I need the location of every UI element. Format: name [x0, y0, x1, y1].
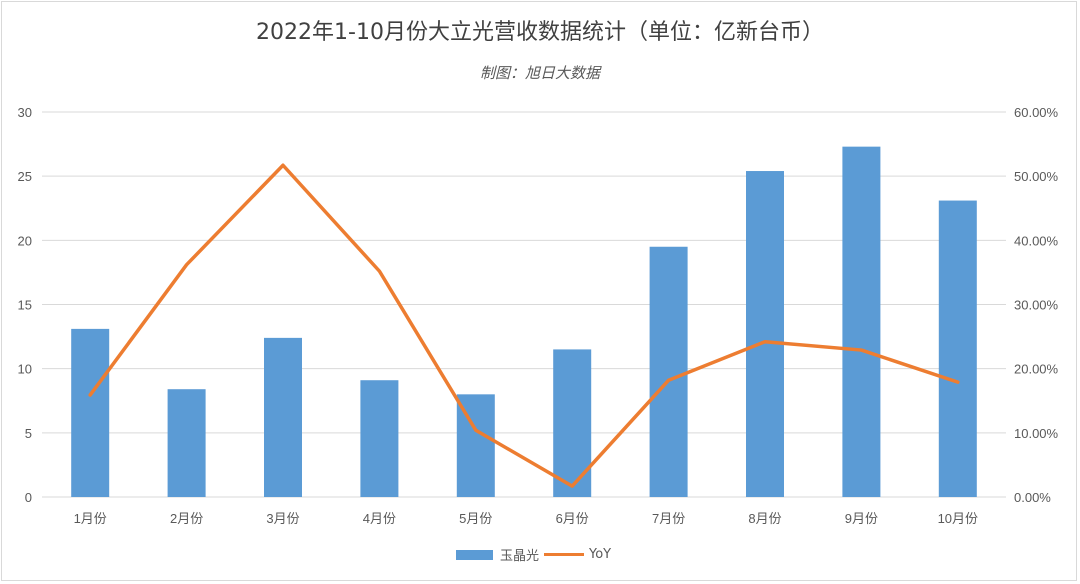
bar — [938, 200, 977, 498]
left-axis-tick: 30 — [18, 105, 32, 120]
legend-label-bar: 玉晶光 — [500, 549, 540, 564]
legend: 玉晶光 YoY — [456, 545, 611, 564]
left-axis-tick: 15 — [18, 298, 32, 313]
x-axis-tick: 5月份 — [459, 511, 492, 526]
right-axis-tick: 40.00% — [1014, 233, 1059, 248]
x-axis-tick: 4月份 — [363, 511, 396, 526]
legend-bar-swatch — [456, 549, 493, 560]
bar — [746, 171, 784, 498]
x-axis-tick: 9月份 — [845, 511, 878, 526]
legend-line-swatch — [544, 553, 585, 556]
x-axis-tick: 2月份 — [170, 511, 203, 526]
chart-title: 2022年1-10月份大立光营收数据统计（单位：亿新台币） — [256, 20, 824, 45]
bar — [553, 349, 592, 497]
yoy-line — [88, 163, 960, 488]
x-axis-tick: 1月份 — [74, 511, 107, 526]
left-axis-tick: 10 — [18, 362, 32, 377]
bar — [842, 146, 881, 497]
chart-subtitle: 制图：旭日大数据 — [479, 64, 600, 82]
right-axis-tick: 10.00% — [1014, 426, 1059, 441]
legend-label-line: YoY — [589, 547, 612, 562]
bar — [71, 328, 110, 497]
left-axis-tick: 25 — [18, 169, 32, 184]
right-axis-tick: 30.00% — [1014, 298, 1059, 313]
x-axis-tick: 6月份 — [556, 511, 589, 526]
right-axis-tick: 60.00% — [1014, 105, 1059, 120]
bar — [167, 389, 206, 497]
x-axis-tick: 8月份 — [748, 511, 781, 526]
left-axis-tick: 5 — [25, 426, 32, 441]
right-axis-tick: 50.00% — [1014, 169, 1059, 184]
left-axis-tick: 20 — [18, 233, 32, 248]
x-axis-tick: 10月份 — [938, 511, 978, 526]
bar — [649, 246, 688, 497]
x-axis-tick: 3月份 — [266, 511, 299, 526]
right-axis-tick: 20.00% — [1014, 362, 1059, 377]
right-axis-tick: 0.00% — [1014, 490, 1051, 505]
bar — [264, 337, 302, 497]
left-axis-tick: 0 — [25, 490, 32, 505]
bar — [360, 380, 399, 497]
x-axis-tick: 7月份 — [652, 511, 685, 526]
